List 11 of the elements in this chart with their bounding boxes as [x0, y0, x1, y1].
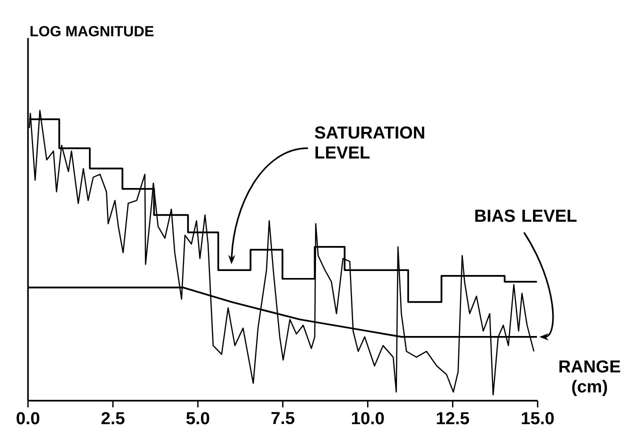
annotation: BIAS LEVEL	[475, 210, 577, 222]
x-tick-label: 0.0	[16, 412, 40, 424]
x-tick-label: 2.5	[101, 412, 124, 424]
x-tick-label: 12.5	[436, 412, 470, 424]
x-tick-label: 15.0	[522, 412, 554, 424]
x-tick-label: 10.0	[352, 412, 384, 424]
x-tick-label: 7.5	[272, 412, 294, 424]
annotation: SATURATION LEVEL	[314, 126, 424, 159]
x-axis-title: RANGE (cm)	[559, 360, 620, 396]
text: LOG MAGNITUDE	[30, 26, 154, 37]
x-tick-label: 5.0	[186, 412, 210, 424]
